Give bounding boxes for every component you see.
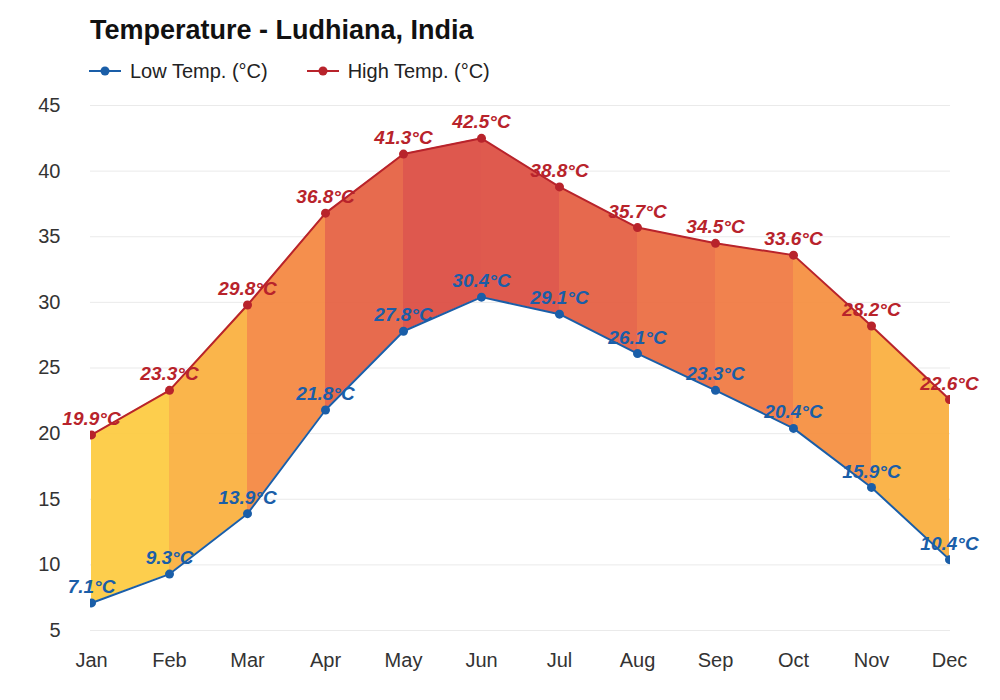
svg-text:40: 40 <box>38 160 60 182</box>
svg-text:25: 25 <box>38 356 60 378</box>
svg-text:Nov: Nov <box>854 649 890 671</box>
svg-text:9.3°C: 9.3°C <box>146 547 194 568</box>
svg-text:33.6°C: 33.6°C <box>764 228 823 249</box>
svg-text:Jun: Jun <box>465 649 497 671</box>
svg-text:5: 5 <box>49 619 60 641</box>
svg-text:13.9°C: 13.9°C <box>218 487 277 508</box>
svg-text:30: 30 <box>38 291 60 313</box>
svg-text:45: 45 <box>38 94 60 116</box>
svg-text:7.1°C: 7.1°C <box>68 576 116 597</box>
svg-text:29.8°C: 29.8°C <box>217 278 277 299</box>
svg-text:Feb: Feb <box>152 649 186 671</box>
svg-text:42.5°C: 42.5°C <box>451 111 511 132</box>
svg-text:21.8°C: 21.8°C <box>295 383 355 404</box>
html-text:High Temp. (°C): High Temp. (°C) <box>347 59 490 82</box>
svg-text:26.1°C: 26.1°C <box>607 327 667 348</box>
svg-text:Jul: Jul <box>547 649 573 671</box>
svg-text:41.3°C: 41.3°C <box>373 127 433 148</box>
svg-text:27.8°C: 27.8°C <box>373 304 433 325</box>
svg-text:Apr: Apr <box>310 649 341 671</box>
svg-text:Aug: Aug <box>620 649 656 671</box>
svg-text:19.9°C: 19.9°C <box>62 408 121 429</box>
svg-text:38.8°C: 38.8°C <box>530 160 589 181</box>
html-text:Temperature - Ludhiana, India: Temperature - Ludhiana, India <box>90 15 474 45</box>
svg-text:23.3°C: 23.3°C <box>685 363 745 384</box>
svg-text:Dec: Dec <box>932 649 968 671</box>
svg-text:30.4°C: 30.4°C <box>452 270 511 291</box>
svg-text:Mar: Mar <box>230 649 265 671</box>
svg-text:29.1°C: 29.1°C <box>529 287 589 308</box>
svg-text:35.7°C: 35.7°C <box>608 201 667 222</box>
svg-text:23.3°C: 23.3°C <box>139 363 199 384</box>
svg-text:Jan: Jan <box>75 649 107 671</box>
html-text:Low Temp. (°C): Low Temp. (°C) <box>130 59 268 82</box>
svg-text:34.5°C: 34.5°C <box>686 216 745 237</box>
svg-text:10.4°C: 10.4°C <box>920 533 979 554</box>
svg-text:36.8°C: 36.8°C <box>296 186 355 207</box>
svg-text:May: May <box>385 649 423 671</box>
svg-text:15: 15 <box>38 488 60 510</box>
svg-text:Sep: Sep <box>698 649 734 671</box>
svg-text:20.4°C: 20.4°C <box>763 401 823 422</box>
svg-text:10: 10 <box>38 553 60 575</box>
svg-text:20: 20 <box>38 422 60 444</box>
svg-text:35: 35 <box>38 225 60 247</box>
svg-text:28.2°C: 28.2°C <box>841 299 901 320</box>
svg-text:15.9°C: 15.9°C <box>842 461 901 482</box>
svg-text:22.6°C: 22.6°C <box>919 373 979 394</box>
svg-text:Oct: Oct <box>778 649 810 671</box>
